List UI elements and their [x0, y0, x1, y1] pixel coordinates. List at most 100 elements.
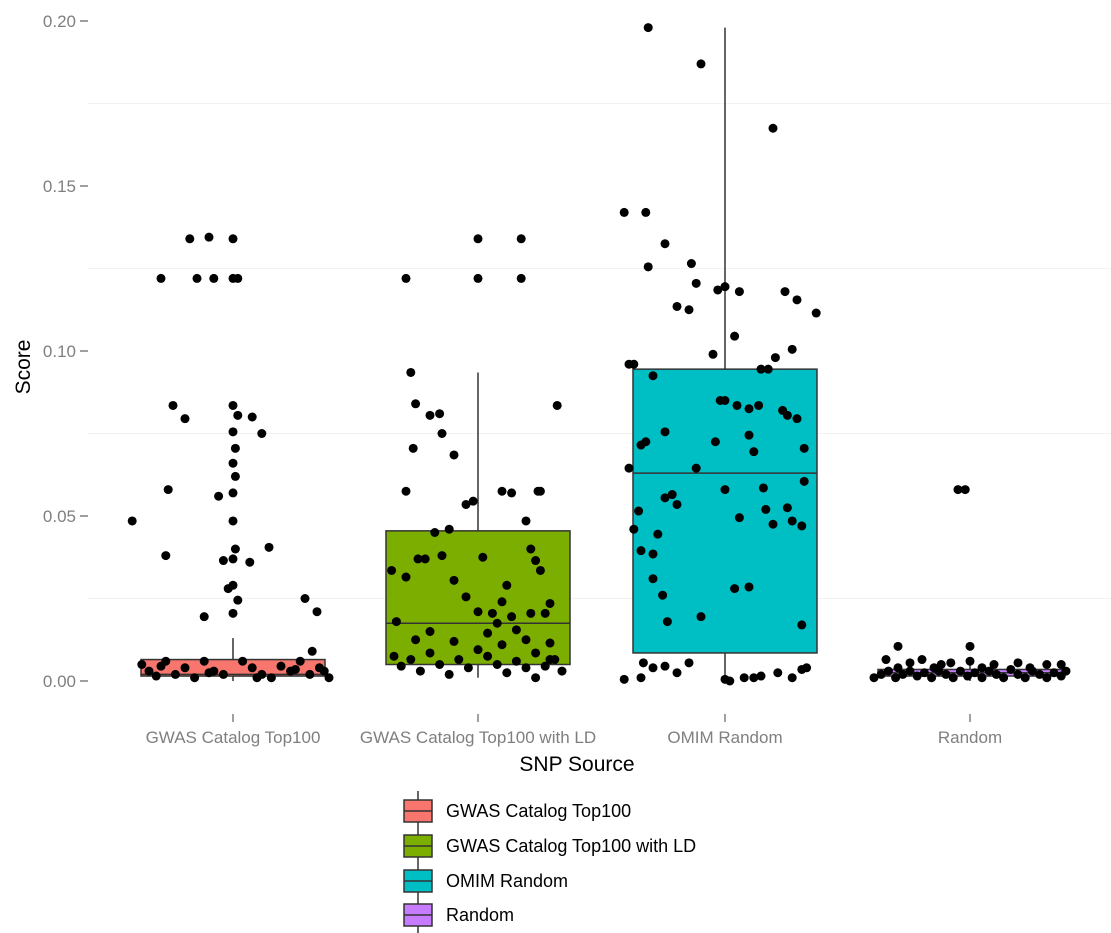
data-point: [658, 590, 668, 600]
data-point: [233, 410, 243, 420]
data-point: [425, 648, 435, 658]
data-point: [1013, 658, 1023, 668]
data-point: [725, 676, 735, 686]
data-point: [653, 529, 663, 539]
data-point: [999, 673, 1009, 683]
data-point: [425, 410, 435, 420]
data-point: [641, 207, 651, 217]
data-point: [773, 668, 783, 678]
data-point: [792, 414, 802, 424]
data-point: [758, 483, 768, 493]
data-point: [672, 668, 682, 678]
data-point: [396, 661, 406, 671]
x-tick-label: GWAS Catalog Top100: [146, 728, 321, 747]
data-point: [497, 640, 507, 650]
data-point: [636, 673, 646, 683]
legend: GWAS Catalog Top100 GWAS Catalog Top100 w…: [403, 791, 696, 933]
data-point: [230, 443, 240, 453]
data-point: [497, 486, 507, 496]
data-point: [970, 668, 980, 678]
data-point: [756, 364, 766, 374]
data-point: [406, 367, 416, 377]
data-point: [941, 669, 951, 679]
data-point: [643, 23, 653, 33]
data-point: [300, 594, 310, 603]
data-point: [218, 669, 228, 679]
data-point: [799, 476, 809, 486]
data-point: [713, 285, 723, 295]
x-axis-title: SNP Source: [519, 753, 634, 776]
data-point: [521, 635, 531, 645]
data-point: [238, 656, 248, 666]
data-point: [228, 458, 238, 468]
legend-label: OMIM Random: [446, 871, 568, 891]
data-point: [411, 399, 421, 409]
data-point: [483, 628, 493, 638]
data-point: [991, 669, 1001, 679]
data-point: [749, 447, 759, 457]
data-point: [782, 410, 792, 420]
data-point: [437, 551, 447, 561]
data-point: [540, 661, 550, 671]
data-point: [127, 516, 137, 526]
data-point: [257, 429, 267, 438]
data-point: [492, 660, 502, 669]
data-point: [660, 661, 670, 671]
data-point: [953, 485, 963, 495]
data-point: [787, 673, 797, 683]
data-point: [744, 582, 754, 592]
data-point: [989, 660, 999, 669]
data-point: [415, 666, 425, 676]
data-point: [444, 524, 454, 534]
data-point: [192, 273, 202, 283]
data-point: [763, 364, 773, 374]
data-point: [540, 608, 550, 618]
data-point: [720, 282, 730, 292]
data-point: [648, 371, 658, 381]
data-point: [912, 671, 922, 681]
data-point: [430, 528, 440, 537]
data-point: [516, 234, 526, 244]
y-tick-label: 0.20: [43, 12, 76, 31]
data-point: [209, 273, 219, 283]
data-point: [634, 506, 644, 516]
data-point: [266, 673, 276, 683]
data-point: [228, 234, 238, 244]
data-point: [307, 646, 317, 656]
data-point: [963, 671, 973, 681]
data-point: [691, 278, 701, 288]
data-point: [199, 656, 209, 666]
data-point: [204, 668, 214, 678]
data-point: [667, 490, 677, 500]
data-point: [425, 627, 435, 636]
data-point: [948, 673, 958, 683]
data-point: [502, 668, 512, 678]
data-point: [624, 463, 634, 473]
data-point: [660, 239, 670, 249]
x-tick-label: GWAS Catalog Top100 with LD: [360, 728, 596, 747]
y-tick-label: 0.00: [43, 672, 76, 691]
y-axis-title: Score: [12, 340, 35, 395]
data-point: [977, 663, 987, 673]
data-point: [228, 608, 238, 618]
data-point: [185, 234, 195, 244]
data-point: [230, 471, 240, 481]
data-point: [883, 666, 893, 676]
data-point: [535, 565, 545, 575]
data-point: [531, 648, 541, 658]
data-point: [929, 663, 939, 673]
legend-item: GWAS Catalog Top100 with LD: [403, 834, 696, 858]
data-point: [787, 344, 797, 354]
data-point: [893, 663, 903, 673]
data-point: [521, 663, 531, 673]
data-point: [734, 513, 744, 523]
data-point: [526, 544, 536, 554]
data-point: [965, 641, 975, 651]
data-point: [204, 232, 214, 242]
data-point: [946, 658, 956, 668]
data-point: [720, 485, 730, 495]
data-point: [732, 400, 742, 410]
data-point: [686, 259, 696, 269]
data-point: [1056, 660, 1066, 669]
data-point: [754, 400, 764, 410]
